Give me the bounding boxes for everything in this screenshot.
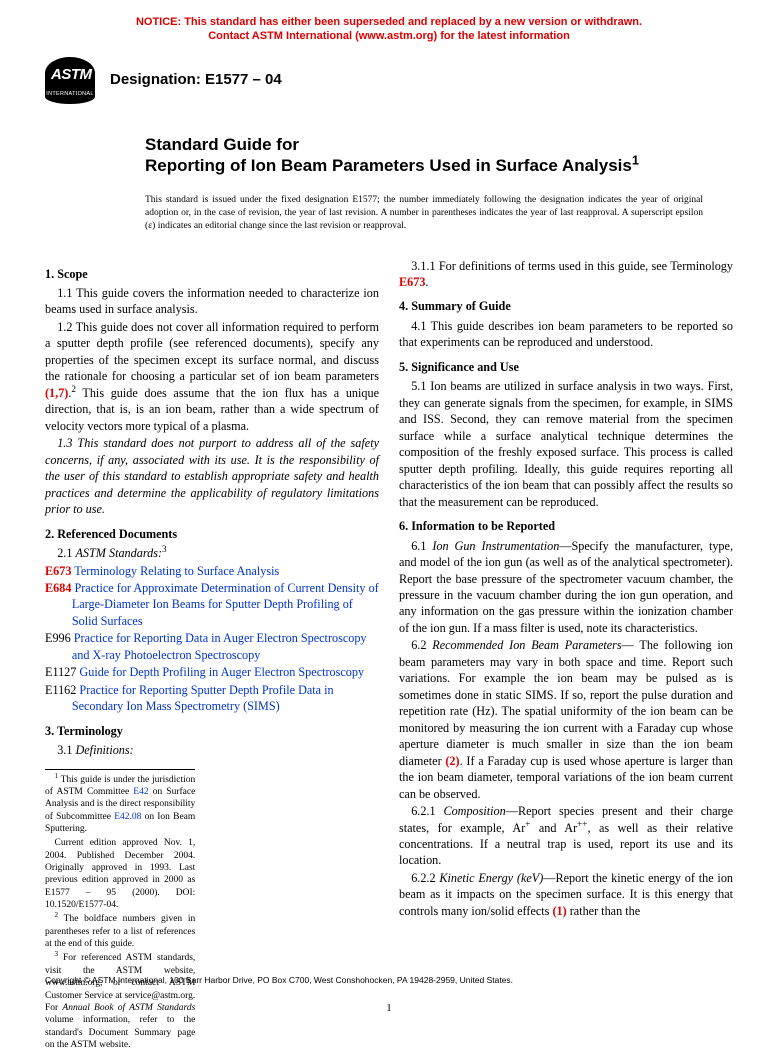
para-1-3-safety: 1.3 This standard does not purport to ad… — [45, 435, 379, 517]
ref-code-e996: E996 — [45, 631, 71, 645]
fn-link-e4208[interactable]: E42.08 — [114, 812, 141, 822]
para-6-1: 6.1 Ion Gun Instrumentation—Specify the … — [399, 538, 733, 637]
fn-link-e42[interactable]: E42 — [133, 787, 148, 797]
astm-logo: ASTM INTERNATIONAL — [45, 56, 95, 106]
ref-code-e1162: E1162 — [45, 683, 76, 697]
section-2-heading: 2. Referenced Documents — [45, 526, 379, 542]
supersession-notice: NOTICE: This standard has either been su… — [45, 15, 733, 44]
notice-line-1: NOTICE: This standard has either been su… — [45, 15, 733, 29]
ref-title-e684[interactable]: Practice for Approximate Determination o… — [72, 581, 379, 628]
ref-link-2[interactable]: (2) — [445, 754, 459, 768]
para-4-1: 4.1 This guide describes ion beam parame… — [399, 318, 733, 351]
section-6-heading: 6. Information to be Reported — [399, 518, 733, 534]
ref-title-e673[interactable]: Terminology Relating to Surface Analysis — [74, 564, 279, 578]
footnote-2: 2 The boldface numbers given in parenthe… — [45, 913, 195, 950]
title-footnote-ref: 1 — [632, 152, 639, 167]
ref-title-e1162[interactable]: Practice for Reporting Sputter Depth Pro… — [72, 683, 334, 713]
footnote-ref-3: 3 — [162, 544, 167, 554]
para-1-2: 1.2 This guide does not cover all inform… — [45, 319, 379, 434]
header-row: ASTM INTERNATIONAL Designation: E1577 – … — [45, 56, 733, 106]
ref-e673: E673 Terminology Relating to Surface Ana… — [45, 563, 379, 579]
body-columns: 1. Scope 1.1 This guide covers the infor… — [45, 258, 733, 1053]
logo-text-top: ASTM — [45, 57, 95, 89]
ref-code-e673[interactable]: E673 — [45, 564, 71, 578]
ref-e996: E996 Practice for Reporting Data in Auge… — [45, 630, 379, 663]
para-6-2-2: 6.2.2 Kinetic Energy (keV)—Report the ki… — [399, 870, 733, 919]
ref-title-e996[interactable]: Practice for Reporting Data in Auger Ele… — [72, 631, 367, 661]
para-3-1: 3.1 Definitions: — [45, 742, 379, 758]
ref-link-e673-inline[interactable]: E673 — [399, 275, 425, 289]
para-3-1-1: 3.1.1 For definitions of terms used in t… — [399, 258, 733, 291]
issuance-note: This standard is issued under the fixed … — [145, 194, 703, 232]
logo-text-bottom: INTERNATIONAL — [45, 90, 95, 104]
title-main: Reporting of Ion Beam Parameters Used in… — [145, 155, 733, 176]
title-block: Standard Guide for Reporting of Ion Beam… — [145, 134, 733, 177]
para-5-1: 5.1 Ion beams are utilized in surface an… — [399, 378, 733, 510]
para-6-2-1: 6.2.1 Composition—Report species present… — [399, 803, 733, 869]
footnote-1: 1 This guide is under the jurisdiction o… — [45, 774, 195, 836]
ref-link-1-7[interactable]: (1,7) — [45, 386, 68, 400]
notice-line-2: Contact ASTM International (www.astm.org… — [45, 29, 733, 43]
designation-text: Designation: E1577 – 04 — [110, 70, 282, 90]
footnote-1-edition: Current edition approved Nov. 1, 2004. P… — [45, 837, 195, 911]
para-2-1: 2.1 ASTM Standards:3 — [45, 545, 379, 561]
para-1-1: 1.1 This guide covers the information ne… — [45, 285, 379, 318]
ref-link-1[interactable]: (1) — [552, 904, 566, 918]
section-5-heading: 5. Significance and Use — [399, 359, 733, 375]
ref-e684: E684 Practice for Approximate Determinat… — [45, 580, 379, 629]
section-3-heading: 3. Terminology — [45, 723, 379, 739]
ref-code-e684[interactable]: E684 — [45, 581, 71, 595]
section-1-heading: 1. Scope — [45, 266, 379, 282]
para-6-2: 6.2 Recommended Ion Beam Parameters— The… — [399, 637, 733, 802]
copyright-line: Copyright © ASTM International, 100 Barr… — [45, 975, 513, 986]
ref-code-e1127: E1127 — [45, 665, 76, 679]
page-number: 1 — [0, 1001, 778, 1016]
section-4-heading: 4. Summary of Guide — [399, 298, 733, 314]
title-prefix: Standard Guide for — [145, 134, 733, 155]
ref-e1162: E1162 Practice for Reporting Sputter Dep… — [45, 682, 379, 715]
ref-e1127: E1127 Guide for Depth Profiling in Auger… — [45, 664, 379, 680]
ref-title-e1127[interactable]: Guide for Depth Profiling in Auger Elect… — [79, 665, 364, 679]
